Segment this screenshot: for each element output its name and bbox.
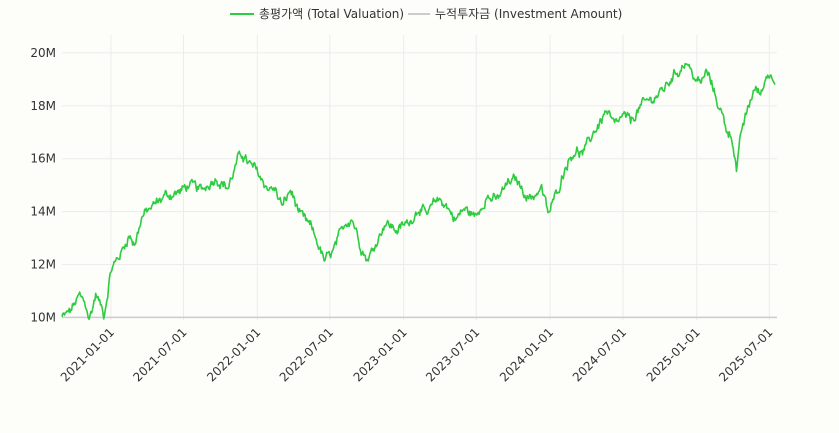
y-tick-label: 10M (30, 310, 56, 324)
y-tick-label: 12M (30, 257, 56, 271)
legend-label-total-valuation: 총평가액 (Total Valuation) (259, 7, 404, 21)
x-tick-label: 2024-01-01 (497, 325, 556, 384)
x-tick-label: 2023-07-01 (423, 325, 482, 384)
x-tick-label: 2022-07-01 (277, 325, 336, 384)
x-tick-label: 2023-01-01 (351, 325, 410, 384)
x-tick-label: 2025-07-01 (716, 325, 775, 384)
legend: 총평가액 (Total Valuation) 누적투자금 (Investment… (230, 7, 622, 21)
legend-label-investment-amount: 누적투자금 (Investment Amount) (435, 7, 622, 21)
series-layer (61, 62, 777, 320)
y-tick-label: 18M (30, 99, 56, 113)
x-tick-label: 2025-01-01 (644, 325, 703, 384)
x-tick-label: 2021-07-01 (130, 325, 189, 384)
x-axis: 2021-01-01 2021-07-01 2022-01-01 2022-07-01… (58, 325, 776, 384)
y-tick-label: 14M (30, 205, 56, 219)
y-tick-label: 16M (30, 152, 56, 166)
grid (62, 35, 777, 320)
y-tick-label: 20M (30, 46, 56, 60)
series-line-total-valuation (61, 62, 776, 320)
x-tick-label: 2021-01-01 (58, 325, 117, 384)
x-tick-label: 2024-07-01 (570, 325, 629, 384)
x-tick-label: 2022-01-01 (204, 325, 263, 384)
y-axis: 10M 12M 14M 16M 18M 20M (30, 46, 56, 324)
